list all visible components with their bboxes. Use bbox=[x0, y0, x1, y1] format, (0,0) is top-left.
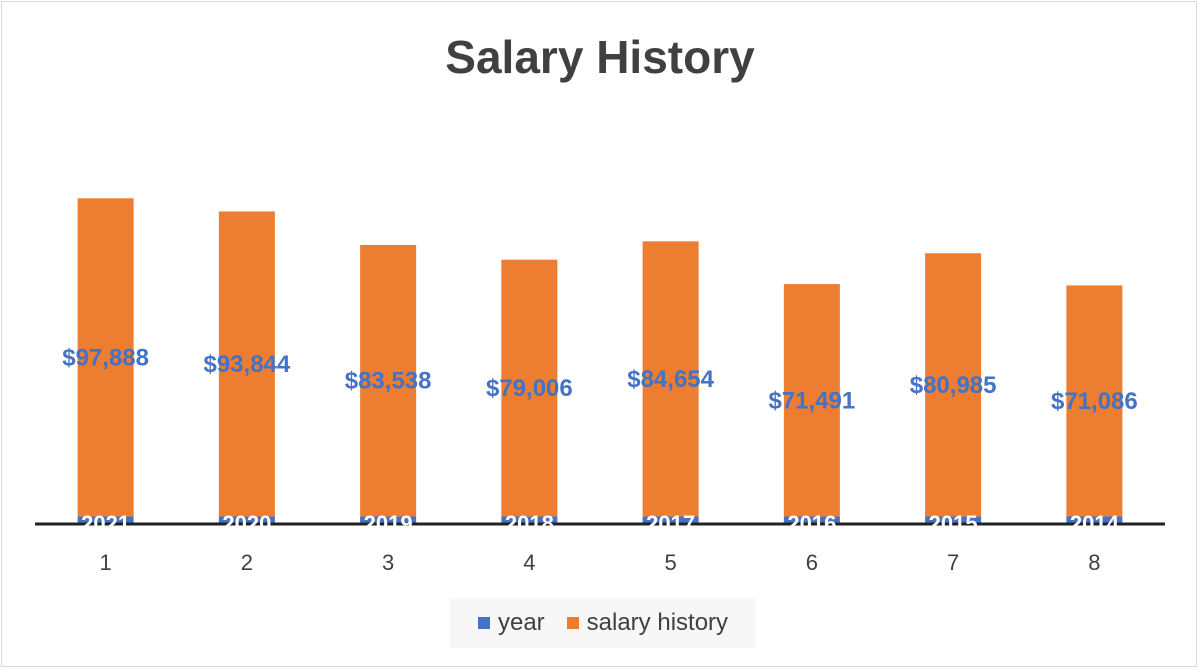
data-label-year: 2016 bbox=[787, 511, 836, 536]
x-tick-label: 5 bbox=[665, 550, 677, 575]
data-label-year: 2018 bbox=[505, 511, 554, 536]
bar-salary bbox=[925, 253, 982, 517]
bar-year bbox=[218, 516, 275, 523]
bar-salary bbox=[77, 198, 134, 517]
data-label-year: 2014 bbox=[1070, 511, 1120, 536]
legend-item-salary: salary history bbox=[566, 609, 729, 637]
bar-year bbox=[925, 516, 982, 523]
legend-label: year bbox=[497, 609, 545, 636]
data-label-year: 2019 bbox=[364, 511, 413, 536]
bar-salary bbox=[218, 211, 275, 517]
bar-year bbox=[1066, 516, 1123, 523]
bar-year bbox=[501, 516, 558, 523]
data-label-year: 2021 bbox=[81, 511, 130, 536]
x-tick-label: 1 bbox=[100, 550, 112, 575]
data-label-salary: $80,985 bbox=[910, 372, 997, 399]
data-label-salary: $71,086 bbox=[1051, 388, 1138, 415]
legend-item-year: year bbox=[477, 609, 545, 637]
chart-title: Salary History bbox=[445, 31, 755, 83]
bar-year bbox=[783, 516, 840, 523]
x-tick-label: 2 bbox=[241, 550, 253, 575]
bar-salary bbox=[1066, 285, 1123, 517]
x-tick-label: 3 bbox=[382, 550, 394, 575]
legend-swatch bbox=[477, 617, 490, 629]
bar-salary bbox=[360, 244, 417, 517]
data-label-salary: $71,491 bbox=[768, 387, 855, 414]
legend-swatch bbox=[566, 617, 579, 629]
data-label-year: 2020 bbox=[222, 511, 271, 536]
bar-year bbox=[642, 516, 699, 523]
bar-year bbox=[360, 516, 417, 523]
data-label-salary: $83,538 bbox=[345, 368, 432, 395]
bar-salary bbox=[501, 259, 558, 517]
legend: year salary history bbox=[450, 598, 756, 648]
legend-label: salary history bbox=[586, 609, 729, 636]
bar-year bbox=[77, 516, 134, 523]
bar-salary bbox=[783, 284, 840, 517]
data-label-year: 2015 bbox=[929, 511, 978, 536]
x-tick-label: 8 bbox=[1088, 550, 1100, 575]
x-tick-label: 7 bbox=[947, 550, 959, 575]
x-tick-label: 6 bbox=[806, 550, 818, 575]
data-label-salary: $97,888 bbox=[62, 344, 149, 371]
data-label-salary: $84,654 bbox=[627, 366, 714, 393]
data-label-salary: $79,006 bbox=[486, 375, 573, 402]
bar-salary bbox=[642, 241, 699, 517]
data-label-salary: $93,844 bbox=[203, 351, 290, 378]
x-tick-label: 4 bbox=[523, 550, 535, 575]
data-label-year: 2017 bbox=[646, 511, 695, 536]
